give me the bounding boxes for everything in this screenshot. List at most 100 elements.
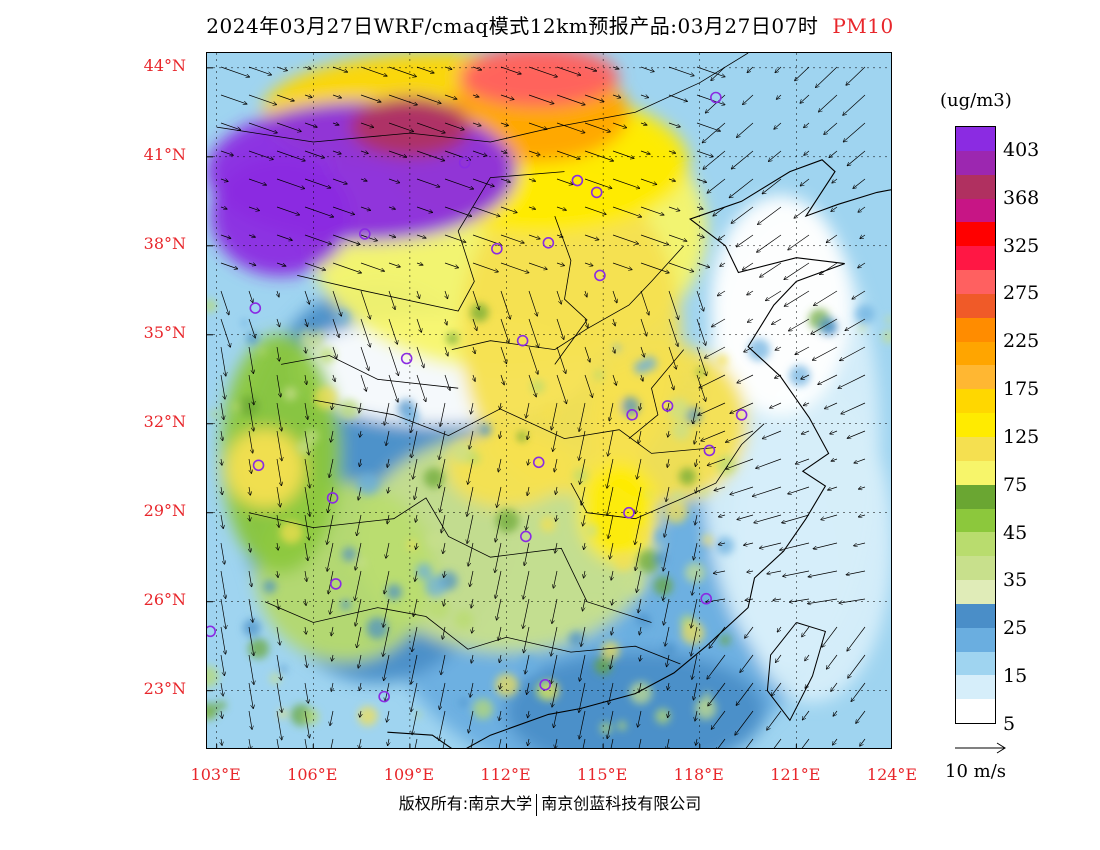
wind-arrow: [789, 318, 810, 331]
wind-arrow: [416, 374, 426, 401]
wind-arrow: [416, 178, 440, 187]
wind-arrow: [716, 738, 726, 748]
wind-arrow: [248, 263, 256, 265]
wind-arrow: [355, 542, 362, 570]
legend-unit: (ug/m3): [940, 90, 1012, 111]
wind-arrow: [698, 402, 726, 415]
city-marker: [400, 352, 413, 365]
wind-arrow: [851, 682, 866, 701]
concentration-speckle: [478, 423, 492, 437]
concentration-speckle: [637, 549, 660, 573]
wind-arrow: [612, 95, 621, 98]
longitude-label: 109°E: [383, 765, 434, 784]
wind-arrow: [556, 178, 573, 184]
wind-arrow: [388, 207, 395, 209]
wind-arrow: [767, 710, 782, 730]
border-line: [297, 171, 565, 312]
wind-arrow: [745, 738, 754, 748]
wind-arrow: [848, 654, 866, 678]
wind-arrow: [829, 150, 838, 157]
city-marker: [539, 678, 551, 691]
legend-value-label: 75: [1003, 473, 1028, 496]
wind-arrow: [500, 178, 510, 182]
wind-arrow: [610, 654, 614, 669]
wind-arrow: [220, 570, 226, 598]
wind-arrow: [500, 346, 506, 363]
wind-arrow: [248, 178, 266, 185]
wind-arrow: [580, 458, 586, 484]
wind-arrow: [277, 598, 279, 609]
wind-arrow: [276, 486, 280, 507]
wind-arrow: [767, 570, 782, 574]
wind-arrow: [500, 123, 508, 125]
wind-arrow: [526, 402, 530, 418]
wind-arrow: [471, 598, 473, 608]
wind-arrow: [748, 319, 754, 322]
wind-arrow: [584, 234, 599, 240]
wind-arrow: [386, 430, 390, 445]
wind-arrow: [472, 123, 481, 126]
concentration-speckle: [357, 473, 380, 495]
wind-arrow: [443, 542, 445, 553]
concentration-speckle: [654, 552, 668, 565]
legend-swatch: [956, 556, 995, 581]
concentration-speckle: [681, 621, 705, 645]
city-marker: [703, 444, 716, 457]
wind-arrow: [805, 682, 810, 688]
wind-arrow: [665, 626, 670, 646]
wind-arrow: [859, 487, 866, 489]
wind-arrow: [249, 738, 251, 748]
city-marker: [491, 242, 503, 255]
city-marker: [542, 237, 555, 249]
wind-arrow: [416, 66, 434, 73]
wind-arrow: [304, 234, 331, 244]
wind-arrow: [552, 598, 558, 623]
wind-arrow: [553, 570, 558, 588]
wind-arrow: [696, 486, 697, 493]
wind-arrow: [332, 151, 341, 154]
wind-arrow: [528, 458, 529, 465]
wind-arrow: [220, 207, 227, 209]
wind-arrow: [276, 654, 281, 680]
wind-arrow: [523, 598, 530, 628]
border-line: [387, 159, 891, 748]
wind-arrow: [355, 570, 362, 600]
concentration-speckle: [662, 642, 676, 656]
wind-arrow: [556, 235, 563, 237]
legend-value-label: 175: [1003, 378, 1040, 401]
wind-arrow: [416, 263, 423, 265]
wind-arrow: [668, 318, 678, 346]
concentration-speckle: [357, 706, 378, 727]
legend-swatch: [956, 270, 995, 294]
wind-arrow: [827, 654, 838, 669]
wind-arrow: [556, 318, 564, 339]
concentration-speckle: [424, 575, 447, 598]
wind-arrow: [699, 374, 726, 388]
wind-arrow: [638, 710, 642, 727]
wind-arrow: [666, 486, 670, 501]
wind-arrow: [358, 654, 362, 668]
wind-arrow: [220, 374, 225, 399]
wind-arrow: [220, 318, 230, 347]
latitude-label: 26°N: [143, 589, 186, 609]
wind-arrow: [702, 122, 726, 143]
wind-arrow: [719, 515, 726, 517]
wind-arrow: [612, 374, 616, 385]
wind-arrow: [248, 122, 277, 133]
wind-arrow: [412, 710, 418, 735]
latitude-label: 29°N: [143, 500, 186, 520]
wind-arrow: [528, 374, 536, 397]
wind-arrow: [276, 402, 282, 431]
wind-arrow: [838, 374, 866, 388]
wind-arrow: [705, 346, 726, 358]
wind-arrow: [668, 346, 676, 369]
wind-arrow: [581, 626, 586, 646]
province-borders: [216, 53, 891, 748]
concentration-speckle: [518, 654, 538, 674]
wind-arrow: [470, 570, 474, 586]
wind-arrow: [304, 402, 308, 419]
wind-arrow: [556, 206, 566, 210]
wind-arrow: [708, 682, 726, 706]
wind-arrow: [388, 94, 417, 105]
wind-arrow: [584, 318, 588, 328]
